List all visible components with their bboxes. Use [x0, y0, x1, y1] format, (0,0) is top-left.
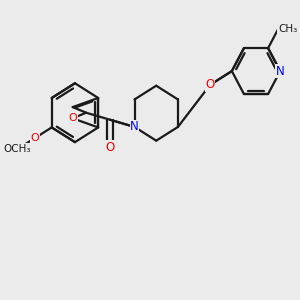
Text: O: O — [30, 133, 39, 143]
Text: OCH₃: OCH₃ — [4, 144, 31, 154]
Text: N: N — [130, 120, 139, 134]
Text: CH₃: CH₃ — [278, 24, 297, 34]
Text: O: O — [106, 141, 115, 154]
Text: O: O — [68, 113, 77, 123]
Text: N: N — [276, 64, 285, 78]
Text: N: N — [130, 120, 139, 134]
Text: O: O — [206, 78, 215, 91]
